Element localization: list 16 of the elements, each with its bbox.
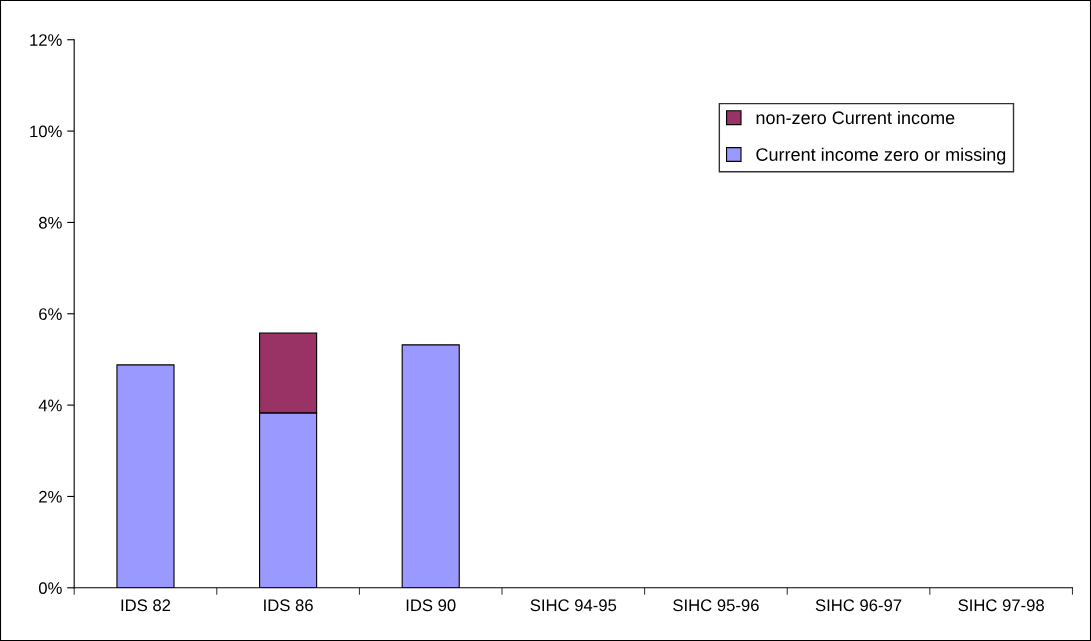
x-tick-label: SIHC 94-95 [530, 599, 617, 612]
y-tick-label: 10% [30, 125, 62, 138]
x-tick-label: SIHC 96-97 [815, 599, 902, 612]
y-tick-label: 2% [39, 490, 62, 503]
y-tick-label: 0% [38, 582, 62, 594]
x-tick-label: SIHC 95-96 [673, 599, 759, 612]
y-tick-label: 8% [39, 216, 62, 229]
legend-label: non-zero Current income [756, 110, 955, 125]
legend-label: Current income zero or missing [756, 147, 1006, 165]
y-tick-label: 12% [30, 34, 62, 46]
x-tick-label: IDS 90 [406, 599, 456, 612]
y-tick-label: 6% [39, 308, 62, 320]
x-tick-label: IDS 86 [264, 599, 313, 612]
x-tick-label: IDS 82 [121, 599, 171, 612]
y-tick-label: 4% [38, 399, 62, 412]
x-tick-label: SIHC 97-98 [958, 599, 1044, 612]
